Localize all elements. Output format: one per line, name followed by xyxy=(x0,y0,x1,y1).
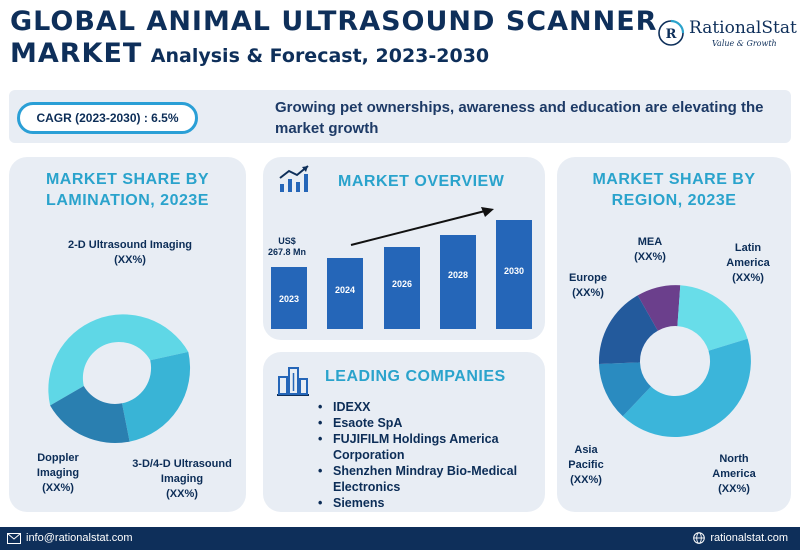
overview-bar-2030: 2030 xyxy=(496,220,532,329)
region-panel: MARKET SHARE BY REGION, 2023E xyxy=(557,157,791,512)
lamination-title: MARKET SHARE BY LAMINATION, 2023E xyxy=(45,171,210,209)
label-europe: Europe (XX%) xyxy=(569,272,607,299)
companies-title: LEADING COMPANIES xyxy=(325,368,506,385)
footer-website[interactable]: rationalstat.com xyxy=(693,532,788,544)
mail-icon xyxy=(7,532,21,544)
globe-icon xyxy=(693,532,706,544)
start-value-label: US$ 267.8 Mn xyxy=(267,236,307,257)
title-market-word: MARKET xyxy=(10,38,143,69)
company-item: Esaote SpA xyxy=(318,415,543,431)
region-title: MARKET SHARE BY REGION, 2023E xyxy=(592,171,756,209)
overview-bar-2026: 2026 xyxy=(384,247,420,329)
buildings-icon xyxy=(277,367,309,396)
page-subtitle: MARKET Analysis & Forecast, 2023-2030 xyxy=(10,38,489,69)
region-donut-chart xyxy=(598,285,751,437)
overview-title: MARKET OVERVIEW xyxy=(338,173,505,190)
company-item: FUJIFILM Holdings America Corporation xyxy=(318,431,533,463)
label-3d4d-imaging: 3-D/4-D Ultrasound Imaging (XX%) xyxy=(132,458,232,500)
label-asia-pacific: Asia Pacific (XX%) xyxy=(568,444,604,486)
company-item: Shenzhen Mindray Bio-Medical Electronics xyxy=(318,463,543,495)
lamination-segment-doppler xyxy=(50,386,130,444)
label-2d-imaging: 2-D Ultrasound Imaging (XX%) xyxy=(67,239,193,266)
region-segment-europe xyxy=(598,295,658,364)
label-mea: MEA (XX%) xyxy=(634,236,666,263)
footer-bar: info@rationalstat.com rationalstat.com xyxy=(0,527,800,550)
overview-bar-2023: 2023 xyxy=(271,267,307,329)
region-segment-latin-america xyxy=(677,285,748,351)
logo-circle-icon: R xyxy=(658,19,685,46)
footer-email-text[interactable]: info@rationalstat.com xyxy=(26,532,133,544)
page-title: GLOBAL ANIMAL ULTRASOUND SCANNER xyxy=(10,6,658,37)
banner-text: Growing pet ownerships, awareness and ed… xyxy=(275,99,764,137)
companies-list: IDEXX Esaote SpA FUJIFILM Holdings Ameri… xyxy=(318,399,543,511)
title-analysis-forecast: Analysis & Forecast, 2023-2030 xyxy=(150,45,490,67)
region-segment-north-america xyxy=(622,338,751,437)
svg-text:R: R xyxy=(666,27,677,42)
lamination-segment-3d4d xyxy=(122,351,191,442)
lamination-donut-chart xyxy=(48,314,191,444)
trend-arrow-icon xyxy=(350,207,494,246)
region-segment-mea xyxy=(637,285,681,331)
region-segment-asia-pacific xyxy=(599,362,651,417)
lamination-segment-2d xyxy=(48,314,189,406)
label-doppler-imaging: Doppler Imaging (XX%) xyxy=(36,452,80,494)
label-latin-america: Latin America (XX%) xyxy=(726,242,770,284)
footer-email[interactable]: info@rationalstat.com xyxy=(7,532,133,544)
cagr-badge: CAGR (2023-2030) : 6.5% xyxy=(17,102,198,134)
footer-website-text[interactable]: rationalstat.com xyxy=(710,532,788,544)
logo-tagline: Value & Growth xyxy=(712,39,777,48)
company-item: IDEXX xyxy=(318,399,543,415)
company-item: Siemens xyxy=(318,495,543,511)
label-north-america: North America (XX%) xyxy=(712,453,756,495)
overview-bar-2024: 2024 xyxy=(327,258,363,329)
growth-chart-icon xyxy=(279,165,309,192)
rationalstat-logo: R RationalStat Value & Growth xyxy=(656,14,797,54)
overview-bar-2028: 2028 xyxy=(440,235,476,329)
logo-name: RationalStat xyxy=(689,18,797,38)
